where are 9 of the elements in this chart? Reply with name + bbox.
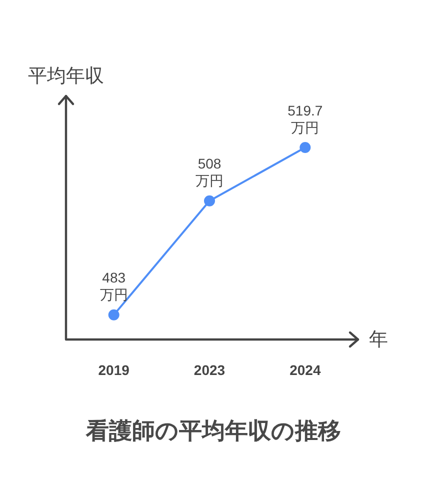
y-axis-title: 平均年収 bbox=[28, 66, 104, 88]
data-label: 508 万円 bbox=[196, 156, 224, 189]
x-axis-title: 年 bbox=[369, 330, 388, 351]
x-tick-label: 2019 bbox=[98, 362, 130, 378]
text: 看護師の平均年収の推移 bbox=[85, 417, 341, 444]
data-label: 519.7 万円 bbox=[288, 102, 323, 136]
x-tick-label: 2023 bbox=[194, 362, 226, 378]
data-label: 483 万円 bbox=[100, 270, 128, 303]
x-tick-label: 2024 bbox=[290, 362, 321, 378]
